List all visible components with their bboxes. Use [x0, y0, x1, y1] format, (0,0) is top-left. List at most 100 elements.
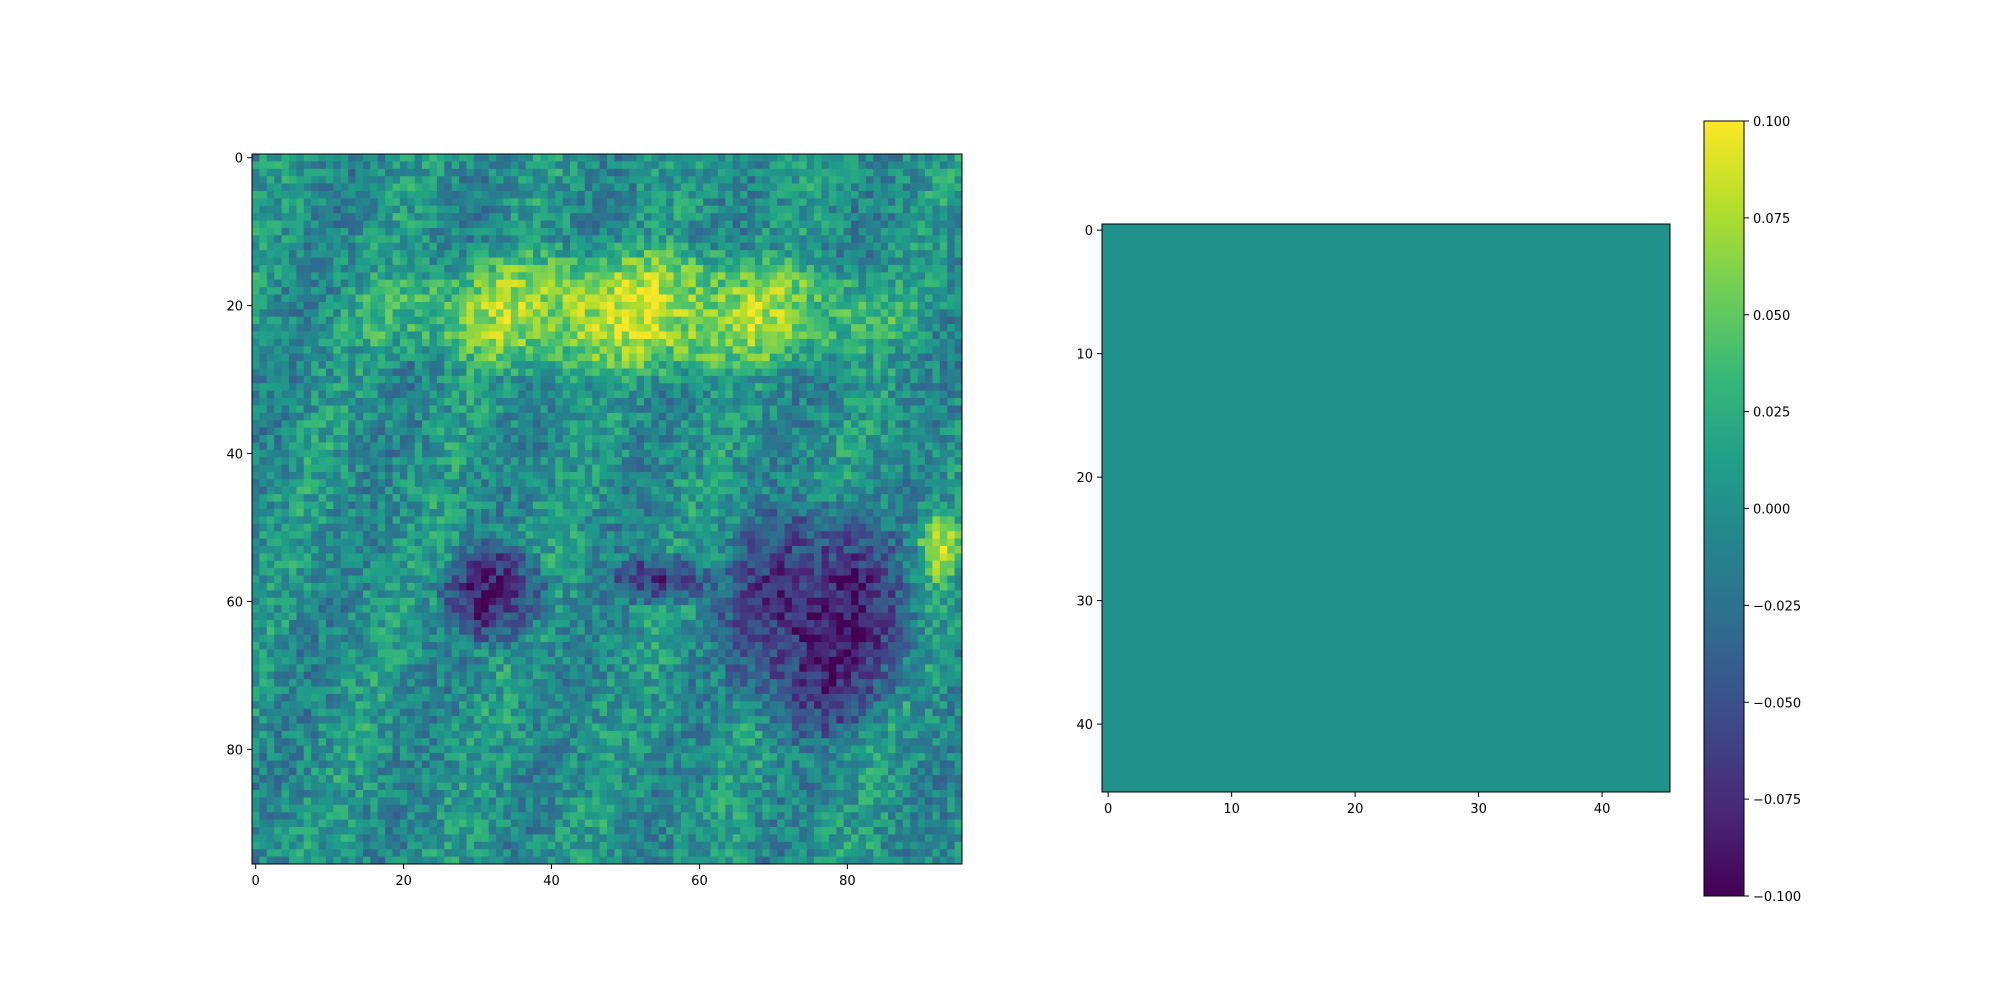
heatmap-cell [599, 205, 608, 214]
heatmap-cell [680, 449, 689, 458]
heatmap-cell [917, 516, 926, 525]
heatmap-cell [643, 449, 652, 458]
heatmap-cell [281, 324, 290, 332]
heatmap-cell [607, 183, 615, 192]
heatmap-cell [888, 264, 896, 273]
heatmap-cell [547, 472, 556, 480]
heatmap-cell [925, 220, 933, 229]
heatmap-cell [355, 338, 364, 347]
heatmap-cell [340, 405, 349, 414]
heatmap-cell [710, 294, 719, 303]
heatmap-cell [392, 449, 401, 458]
heatmap-cell [259, 494, 268, 503]
heatmap-cell [555, 168, 564, 177]
heatmap-cell [666, 338, 674, 347]
heatmap-cell [762, 154, 771, 162]
heatmap-cell [873, 198, 882, 207]
heatmap-cell [370, 486, 379, 495]
heatmap-cell [340, 390, 349, 399]
heatmap-cell [836, 220, 845, 229]
heatmap-cell [510, 294, 519, 303]
heatmap-cell [348, 272, 356, 281]
heatmap-cell [414, 227, 423, 236]
heatmap-cell [740, 420, 748, 429]
heatmap-cell [325, 198, 334, 207]
heatmap-cell [614, 213, 623, 221]
heatmap-cell [325, 442, 334, 451]
heatmap-cell [636, 227, 645, 236]
heatmap-cell [599, 264, 608, 273]
heatmap-cell [910, 442, 919, 451]
heatmap-cell [658, 516, 667, 525]
heatmap-cell [673, 198, 682, 207]
heatmap-cell [629, 531, 637, 539]
heatmap-cell [525, 161, 534, 170]
heatmap-cell [799, 442, 808, 451]
heatmap-cell [436, 346, 445, 355]
heatmap-cell [525, 287, 534, 295]
heatmap-cell [540, 398, 549, 406]
heatmap-cell [311, 501, 319, 510]
heatmap-cell [555, 294, 564, 303]
heatmap-cell [274, 235, 282, 244]
heatmap-cell [340, 486, 349, 495]
heatmap-cell [836, 523, 845, 532]
heatmap-cell [806, 190, 815, 199]
heatmap-cell [533, 161, 541, 170]
heatmap-cell [466, 464, 475, 473]
heatmap-cell [473, 287, 482, 295]
heatmap-cell [533, 190, 541, 199]
heatmap-cell [259, 361, 268, 369]
heatmap-cell [570, 309, 578, 318]
heatmap-cell [732, 257, 741, 266]
heatmap-cell [318, 442, 327, 451]
heatmap-cell [473, 324, 482, 332]
heatmap-cell [636, 287, 645, 295]
heatmap-cell [725, 420, 734, 429]
heatmap-cell [466, 383, 475, 392]
heatmap-cell [769, 287, 778, 295]
heatmap-cell [533, 523, 541, 532]
heatmap-cell [939, 398, 948, 406]
heatmap-cell [769, 390, 778, 399]
heatmap-cell [732, 176, 741, 184]
heatmap-cell [836, 346, 845, 355]
heatmap-cell [947, 375, 956, 384]
heatmap-cell [281, 190, 290, 199]
heatmap-cell [407, 390, 416, 399]
heatmap-cell [466, 412, 475, 421]
heatmap-cell [725, 435, 734, 443]
heatmap-cell [355, 353, 364, 362]
heatmap-cell [318, 213, 327, 221]
heatmap-cell [917, 294, 926, 303]
heatmap-cell [473, 501, 482, 510]
heatmap-cell [865, 435, 874, 443]
heatmap-cell [643, 331, 652, 340]
heatmap-cell [429, 324, 438, 332]
heatmap-cell [762, 213, 771, 221]
heatmap-cell [318, 531, 327, 539]
heatmap-cell [459, 176, 467, 184]
heatmap-cell [614, 457, 623, 466]
heatmap-cell [436, 294, 445, 303]
heatmap-cell [274, 531, 282, 539]
heatmap-cell [525, 486, 534, 495]
heatmap-cell [673, 383, 682, 392]
heatmap-cell [925, 383, 933, 392]
heatmap-cell [518, 272, 527, 281]
heatmap-cell [488, 264, 497, 273]
heatmap-cell [703, 420, 711, 429]
heatmap-cell [888, 494, 896, 503]
heatmap-cell [910, 183, 919, 192]
heatmap-cell [355, 213, 364, 221]
heatmap-cell [510, 427, 519, 436]
heatmap-cell [333, 213, 342, 221]
heatmap-cell [525, 405, 534, 414]
heatmap-cell [947, 398, 956, 406]
heatmap-cell [451, 479, 460, 488]
heatmap-cell [266, 176, 275, 184]
heatmap-cell [636, 250, 645, 258]
heatmap-cell [888, 176, 896, 184]
heatmap-cell [717, 405, 726, 414]
